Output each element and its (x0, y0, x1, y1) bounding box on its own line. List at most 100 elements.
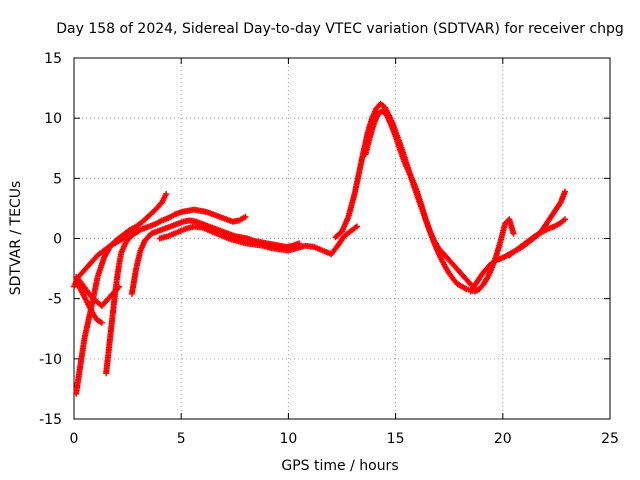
data-point-trail (114, 263, 122, 281)
data-point-trail (179, 208, 190, 215)
data-point-trail (141, 224, 151, 232)
data-point-trail (546, 224, 556, 232)
data-point-trail (95, 248, 106, 258)
data-point-trail (121, 228, 132, 237)
data-point-trail (86, 304, 96, 316)
x-tick-label: 15 (387, 431, 405, 447)
data-point-trail (246, 236, 256, 244)
data-point-trail (376, 108, 385, 116)
data-point-trail (445, 255, 454, 265)
data-point-trail (457, 270, 467, 279)
data-points (71, 100, 568, 397)
data-point-trail (78, 287, 87, 299)
data-point-trail (559, 217, 567, 225)
data-point-trail (265, 240, 275, 248)
data-point-trail (436, 246, 445, 255)
data-point-trail (211, 212, 222, 220)
x-tick-label: 10 (279, 431, 297, 447)
data-point-trail (95, 256, 107, 279)
data-point-trail (147, 207, 158, 218)
data-point-trail (513, 243, 524, 253)
data-point-trail (128, 224, 138, 233)
data-point-trail (291, 240, 301, 249)
data-point-trail (477, 282, 486, 291)
data-point-trail (506, 217, 517, 236)
data-point-trail (220, 228, 230, 237)
data-point-trail (481, 275, 490, 286)
x-tick-label: 25 (601, 431, 619, 447)
y-tick-label: 0 (53, 232, 62, 248)
y-tick-label: 5 (53, 171, 62, 187)
data-point-trail (507, 248, 518, 258)
data-point-trail (102, 243, 113, 253)
data-point-trail (104, 294, 113, 303)
data-point-trail (109, 294, 118, 317)
data-point (98, 319, 105, 326)
data-point-trail (231, 217, 241, 225)
data-point-trail (207, 224, 217, 232)
data-point-trail (462, 275, 471, 284)
x-tick-labels: 0 5 10 15 20 25 (70, 431, 619, 447)
data-point-trail (440, 251, 449, 260)
data-point-trail (149, 228, 160, 237)
data-point-trail (132, 229, 140, 236)
data-point-trail (91, 312, 100, 322)
data-point-trail (166, 212, 177, 221)
data-point-trail (345, 191, 358, 219)
data-point-trail (447, 271, 456, 281)
data-series-9 (362, 107, 476, 290)
data-point-trail (169, 221, 179, 229)
data-point-trail (224, 216, 235, 225)
y-tick-labels: -15 -10 -5 0 5 10 15 (39, 51, 62, 428)
data-point-trail (552, 200, 563, 214)
data-point-trail (76, 267, 87, 279)
data-point-trail (481, 263, 492, 274)
chart-title: Day 158 of 2024, Sidereal Day-to-day VTE… (56, 21, 624, 37)
data-point-trail (128, 231, 136, 240)
y-tick-label: -10 (39, 352, 62, 368)
data-point-trail (147, 221, 157, 229)
data-point (561, 216, 568, 223)
data-point-trail (520, 238, 531, 248)
data-point-trail (116, 251, 124, 267)
y-tick-label: -15 (39, 412, 62, 428)
data-point-trail (488, 258, 499, 268)
data-series-11 (506, 216, 568, 259)
data-point-trail (501, 252, 511, 260)
data-point-trail (442, 264, 452, 275)
data-point-trail (107, 314, 116, 337)
data-point (510, 230, 517, 237)
x-axis-label: GPS time / hours (281, 458, 398, 474)
data-point-trail (201, 221, 211, 229)
y-tick-label: 10 (44, 111, 62, 127)
data-point-trail (133, 249, 144, 270)
x-tick-label: 20 (494, 431, 512, 447)
data-point-trail (142, 231, 154, 243)
data-point-trail (503, 217, 512, 226)
data-series-1 (73, 190, 170, 397)
data-point-trail (335, 234, 347, 248)
data-series-6 (128, 217, 303, 297)
data-point-trail (473, 286, 481, 294)
axis-ticks (73, 57, 611, 420)
data-point-trail (233, 233, 243, 240)
data-point-trail (380, 109, 389, 118)
data-point-trail (192, 206, 202, 214)
data-point-trail (468, 280, 480, 294)
data-point-trail (162, 224, 172, 232)
data-point-trail (456, 282, 464, 289)
x-tick-label: 5 (177, 431, 186, 447)
data-point (561, 188, 568, 195)
data-point-trail (105, 333, 114, 356)
data-point-trail (159, 192, 169, 204)
data-point-trail (453, 265, 462, 274)
data-point-trail (460, 284, 468, 292)
data-point-trail (188, 217, 198, 225)
data-point-trail (252, 238, 262, 245)
data-point-trail (78, 280, 87, 290)
data-point-trail (533, 230, 543, 239)
data-point-trail (111, 278, 120, 298)
data-point-trail (181, 217, 192, 225)
data-point-trail (134, 219, 145, 229)
